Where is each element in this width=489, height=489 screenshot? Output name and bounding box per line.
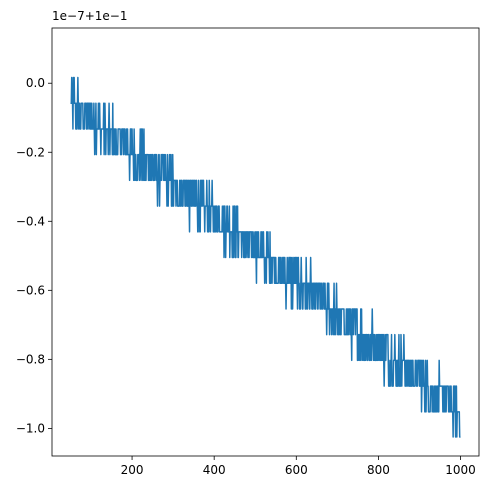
x-tick-label: 1000 xyxy=(445,463,476,477)
y-tick-label: 0.0 xyxy=(26,76,45,90)
y-tick-label: −0.4 xyxy=(16,214,45,228)
y-axis: 0.0 −0.2 −0.4 −0.6 −0.8 −1.0 xyxy=(16,76,52,435)
y-tick-label: −0.2 xyxy=(16,145,45,159)
y-tick-label: −0.8 xyxy=(16,352,45,366)
y-tick-label: −0.6 xyxy=(16,283,45,297)
series-line-0 xyxy=(70,76,461,438)
series-layer xyxy=(70,76,461,438)
x-tick-label: 200 xyxy=(121,463,144,477)
y-tick-label: −1.0 xyxy=(16,421,45,435)
x-tick-label: 400 xyxy=(203,463,226,477)
x-tick-label: 800 xyxy=(367,463,390,477)
x-tick-label: 600 xyxy=(285,463,308,477)
x-axis: 200 400 600 800 1000 xyxy=(121,456,476,477)
y-offset-label: 1e−7+1e−1 xyxy=(52,9,127,23)
axes-frame xyxy=(51,27,480,457)
